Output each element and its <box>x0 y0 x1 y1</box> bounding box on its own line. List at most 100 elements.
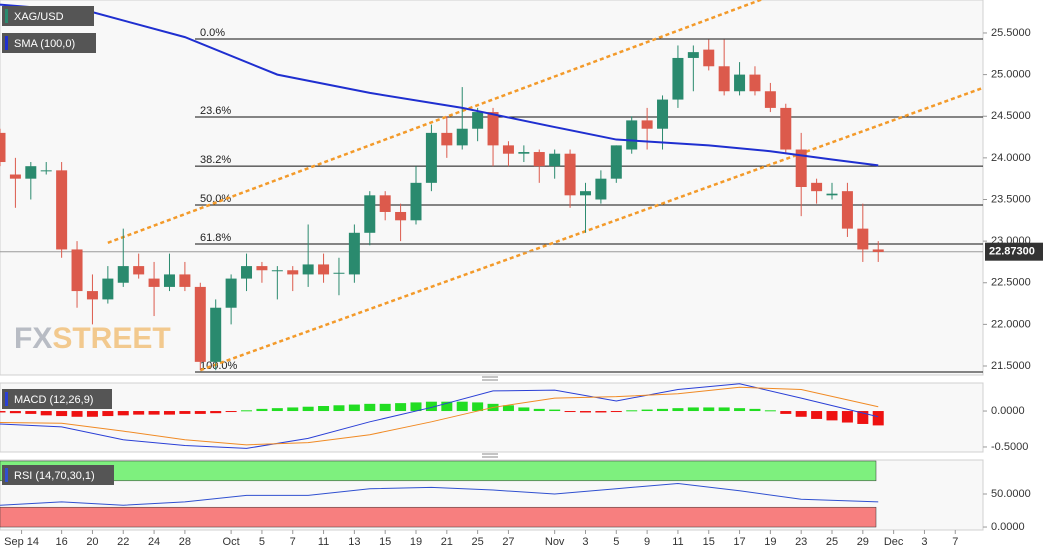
x-tick-label: Oct <box>223 536 240 548</box>
x-tick-label: 20 <box>86 536 98 548</box>
candle-body <box>163 274 175 287</box>
legend-box <box>2 389 112 409</box>
x-tick-label: 27 <box>502 536 514 548</box>
histogram-bar <box>379 403 391 412</box>
candle-body <box>811 182 823 192</box>
candle-body <box>318 264 330 275</box>
y-tick-label: 23.5000 <box>991 193 1031 205</box>
candle-body <box>749 74 761 92</box>
histogram-bar <box>225 411 237 413</box>
legend-swatch <box>5 392 8 406</box>
y-tick-label: 0.0000 <box>991 521 1025 533</box>
histogram-bar <box>718 407 730 412</box>
histogram-bar <box>256 408 268 412</box>
candle-body <box>333 272 345 274</box>
candle-body <box>348 232 360 275</box>
rsi-zone <box>0 506 877 528</box>
histogram-bar <box>456 401 468 412</box>
resize-handle[interactable] <box>482 376 498 381</box>
candle-body <box>395 211 407 221</box>
candle-body <box>425 132 437 183</box>
x-tick-label: 15 <box>703 536 715 548</box>
histogram-bar <box>148 411 160 415</box>
x-tick-label: 17 <box>733 536 745 548</box>
candle-body <box>102 278 114 300</box>
candle-body <box>564 153 576 196</box>
watermark: FXSTREET <box>14 322 171 355</box>
histogram-bar <box>549 409 561 412</box>
histogram-bar <box>749 408 761 412</box>
candle-body <box>857 228 869 250</box>
x-tick-label: 3 <box>921 536 927 548</box>
x-tick-label: 3 <box>582 536 588 548</box>
x-tick-label: 22 <box>117 536 129 548</box>
candle-body <box>502 145 514 154</box>
x-tick-label: 11 <box>318 536 329 548</box>
candle-body <box>533 152 545 167</box>
candle-body <box>86 291 98 300</box>
candle-body <box>25 166 37 179</box>
y-tick-label: 50.0000 <box>991 488 1031 500</box>
histogram-bar <box>241 410 253 412</box>
candle-body <box>872 249 884 252</box>
histogram-bar <box>595 411 607 413</box>
x-tick-label: 7 <box>952 536 958 548</box>
candle-body <box>549 153 561 167</box>
candle-body <box>472 112 484 129</box>
histogram-bar <box>687 407 699 412</box>
candle-body <box>256 266 268 271</box>
histogram-bar <box>703 407 715 412</box>
x-tick-label: Sep 14 <box>4 536 39 548</box>
candle-body <box>179 274 191 287</box>
legend-price[interactable]: XAG/USD <box>2 6 94 26</box>
candle-body <box>610 145 622 179</box>
candle-body <box>795 149 807 188</box>
y-tick-label: 24.5000 <box>991 110 1031 122</box>
y-tick-label: -0.5000 <box>991 441 1028 453</box>
legend-rsi[interactable]: RSI (14,70,30,1) <box>2 465 114 485</box>
histogram-bar <box>657 408 669 412</box>
candle-body <box>287 270 299 275</box>
x-tick-label: 21 <box>441 536 453 548</box>
fib-label: 23.6% <box>200 105 231 117</box>
histogram-bar <box>318 406 330 412</box>
candle-body <box>56 170 68 250</box>
candle-body <box>40 170 52 172</box>
histogram-bar <box>780 411 792 414</box>
histogram-bar <box>764 410 776 412</box>
histogram-bar <box>117 411 129 416</box>
x-tick-label: 23 <box>795 536 807 548</box>
x-tick-label: 16 <box>56 536 68 548</box>
y-tick-label: 24.0000 <box>991 152 1031 164</box>
histogram-bar <box>472 402 484 412</box>
rsi-zone <box>0 460 877 482</box>
legend-sma[interactable]: SMA (100,0) <box>2 33 96 53</box>
histogram-bar <box>518 407 530 412</box>
histogram-bar <box>441 401 453 412</box>
legend-swatch <box>5 36 8 50</box>
fib-label: 50.0% <box>200 193 231 205</box>
candle-body <box>641 120 653 129</box>
histogram-bar <box>271 408 283 412</box>
legend-box <box>2 465 114 485</box>
legend-box <box>2 6 94 26</box>
candle-body <box>579 191 591 196</box>
trendline <box>199 86 983 372</box>
resize-handle[interactable] <box>482 453 498 458</box>
watermark-fx: FX <box>14 322 52 355</box>
fib-label: 61.8% <box>200 232 231 244</box>
fib-label: 0.0% <box>200 27 225 39</box>
candle-body <box>441 132 453 146</box>
histogram-bar <box>9 411 21 414</box>
histogram-bar <box>410 402 422 412</box>
plot-layer: 0.0% 23.6% 38.2% 50.0% 61.8% 100.0% 21.5000 22.… <box>0 0 1043 548</box>
panel-plot: 0.0% 23.6% 38.2% 50.0% 61.8% 100.0% <box>0 0 983 373</box>
histogram-bar <box>194 411 206 414</box>
x-tick-label: 25 <box>826 536 838 548</box>
candle-body <box>271 270 283 272</box>
x-tick-label: 11 <box>672 536 683 548</box>
legend-macd[interactable]: MACD (12,26,9) <box>2 389 112 409</box>
legend-label: SMA (100,0) <box>14 38 75 50</box>
histogram-bar <box>795 411 807 417</box>
x-tick-label: 15 <box>379 536 391 548</box>
